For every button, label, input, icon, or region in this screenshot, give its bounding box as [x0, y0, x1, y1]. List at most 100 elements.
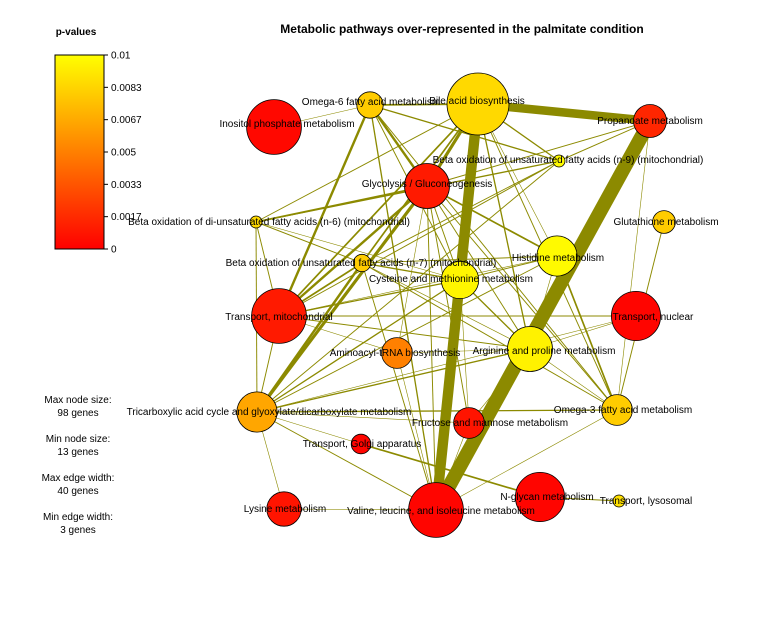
edge-betaoxdi6-betaox7 [255, 221, 363, 264]
edge-betaox7-valine [361, 262, 437, 511]
network-edges [255, 99, 665, 514]
edge-bileacid-arginine [477, 103, 531, 350]
node-label-glutathione: Glutathione metabolism [613, 217, 718, 228]
node-valine [408, 482, 464, 538]
edge-propanoate-valine [429, 117, 657, 514]
min-edge-width-value: 3 genes [60, 525, 96, 536]
node-label-glycolysis: Glycolysis / Gluconeogenesis [362, 179, 493, 190]
node-transmito [251, 288, 307, 344]
node-label-lysine: Lysine metabolism [244, 504, 326, 515]
legend-ticks: 0.01 0.0083 0.0067 0.005 0.0033 0.0017 0 [104, 51, 142, 256]
node-label-propanoate: Propanoate metabolism [597, 116, 703, 127]
edge-glycolysis-valine [426, 185, 437, 511]
min-node-size-label: Min node size: [46, 434, 110, 445]
node-bileacid [446, 72, 510, 136]
node-nglycan [515, 471, 566, 522]
node-histidine [536, 235, 578, 277]
edge-bileacid-betaoxdi6 [255, 103, 479, 223]
edge-tca-valine [256, 411, 437, 511]
edge-betaox7-omega3 [361, 262, 618, 411]
node-label-transnuc: Transport, nuclear [613, 312, 694, 323]
node-lysine [266, 491, 302, 527]
node-tca [236, 391, 278, 433]
edge-betaox7-arginine [361, 262, 531, 350]
edge-histidine-transmito [278, 255, 558, 317]
max-edge-width-value: 40 genes [57, 486, 98, 497]
node-label-lysosomal: Transport, lysosomal [600, 496, 692, 507]
edge-valine-omega3 [435, 409, 618, 511]
node-betaoxdi6 [249, 215, 263, 229]
node-transnuc [611, 290, 662, 341]
legend-tick-label: 0.0083 [111, 83, 142, 94]
edge-betaoxdi6-cysteine [255, 221, 461, 281]
min-edge-width-label: Min edge width: [43, 512, 113, 523]
chart-title: Metabolic pathways over-represented in t… [280, 22, 643, 36]
legend-tick-label: 0.005 [111, 148, 136, 159]
edge-betaox9-tca [256, 160, 560, 413]
edge-glycolysis-histidine [426, 185, 558, 257]
edge-cysteine-transmito [278, 279, 461, 317]
node-omega6 [356, 91, 384, 119]
edge-omega3-propanoate [616, 120, 651, 411]
node-label-omega3: Omega-3 fatty acid metabolism [554, 405, 692, 416]
edge-glycolysis-aminoacyl [396, 185, 428, 354]
network-labels: Inositol phosphate metabolism Omega-6 fat… [127, 96, 719, 517]
edge-glycolysis-tca [255, 185, 429, 413]
node-glycolysis [404, 163, 450, 209]
node-label-cysteine: Cysteine and methionine metabolism [369, 274, 533, 285]
edge-betaox9-betaox7 [361, 160, 560, 264]
node-betaox9 [552, 154, 566, 168]
edge-arginine-tca [256, 348, 531, 413]
edge-tca-omega3 [256, 409, 618, 413]
node-label-arginine: Arginine and proline metabolism [473, 346, 616, 357]
node-aminoacyl [381, 337, 413, 369]
legend-tick-label: 0.0033 [111, 180, 142, 191]
edge-glycolysis-betaoxdi6 [255, 185, 428, 223]
node-label-fructose: Fructose and mannose metabolism [412, 418, 568, 429]
node-golgi [350, 433, 372, 455]
node-omega3 [601, 394, 633, 426]
edge-omega6-omega3 [369, 104, 618, 411]
node-propanoate [633, 104, 667, 138]
node-label-betaox9: Beta oxidation of unsaturated fatty acid… [433, 155, 704, 166]
edge-glycolysis-arginine [426, 185, 531, 350]
node-arginine [507, 326, 553, 372]
node-label-tca: Tricarboxylic acid cycle and glyoxylate/… [127, 407, 412, 418]
legend-colorbar [54, 54, 105, 250]
node-fructose [453, 407, 485, 439]
node-label-omega6: Omega-6 fatty acid metabolism [302, 97, 440, 108]
edge-bileacid-transmito [278, 103, 479, 317]
edge-betaox9-transmito [278, 160, 560, 317]
edge-omega6-betaox9 [369, 104, 560, 162]
node-lysosomal [612, 494, 626, 508]
edge-omega6-transmito [277, 104, 372, 317]
max-node-size-value: 98 genes [57, 408, 98, 419]
node-cysteine [440, 260, 480, 300]
legend-title: p-values [56, 27, 97, 38]
max-edge-width-label: Max edge width: [42, 473, 115, 484]
node-glutathione [652, 210, 676, 234]
legend-tick-label: 0.0067 [111, 115, 142, 126]
size-notes: Max node size: 98 genes Min node size: 1… [42, 395, 115, 536]
pvalue-legend: p-values 0.01 0.0083 0.0067 0.005 0.0033 0.00… [54, 27, 142, 256]
node-label-betaoxdi6: Beta oxidation of di-unsaturated fatty a… [128, 217, 410, 228]
legend-tick-label: 0.0017 [111, 212, 142, 223]
edge-glycolysis-omega3 [426, 185, 618, 411]
node-betaox7 [352, 253, 372, 273]
legend-tick-label: 0 [111, 245, 117, 256]
max-node-size-label: Max node size: [44, 395, 111, 406]
node-label-transmito: Transport, mitochondrial [225, 312, 332, 323]
node-inositol [246, 99, 302, 155]
node-label-aminoacyl: Aminoacyl-tRNA biosynthesis [330, 348, 461, 359]
node-label-nglycan: N-glycan metabolism [500, 492, 593, 503]
legend-tick-label: 0.01 [111, 51, 131, 62]
node-label-histidine: Histidine metabolism [512, 253, 604, 264]
node-label-valine: Valine, leucine, and isoleucine metaboli… [347, 506, 535, 517]
network-nodes [236, 72, 676, 538]
edge-bileacid-valine [430, 103, 484, 511]
edge-cysteine-tca [256, 279, 461, 413]
edge-propanoate-glycolysis [426, 120, 651, 187]
node-label-betaox7: Beta oxidation of unsaturated fatty acid… [226, 258, 497, 269]
edge-glycolysis-transmito [278, 185, 428, 317]
